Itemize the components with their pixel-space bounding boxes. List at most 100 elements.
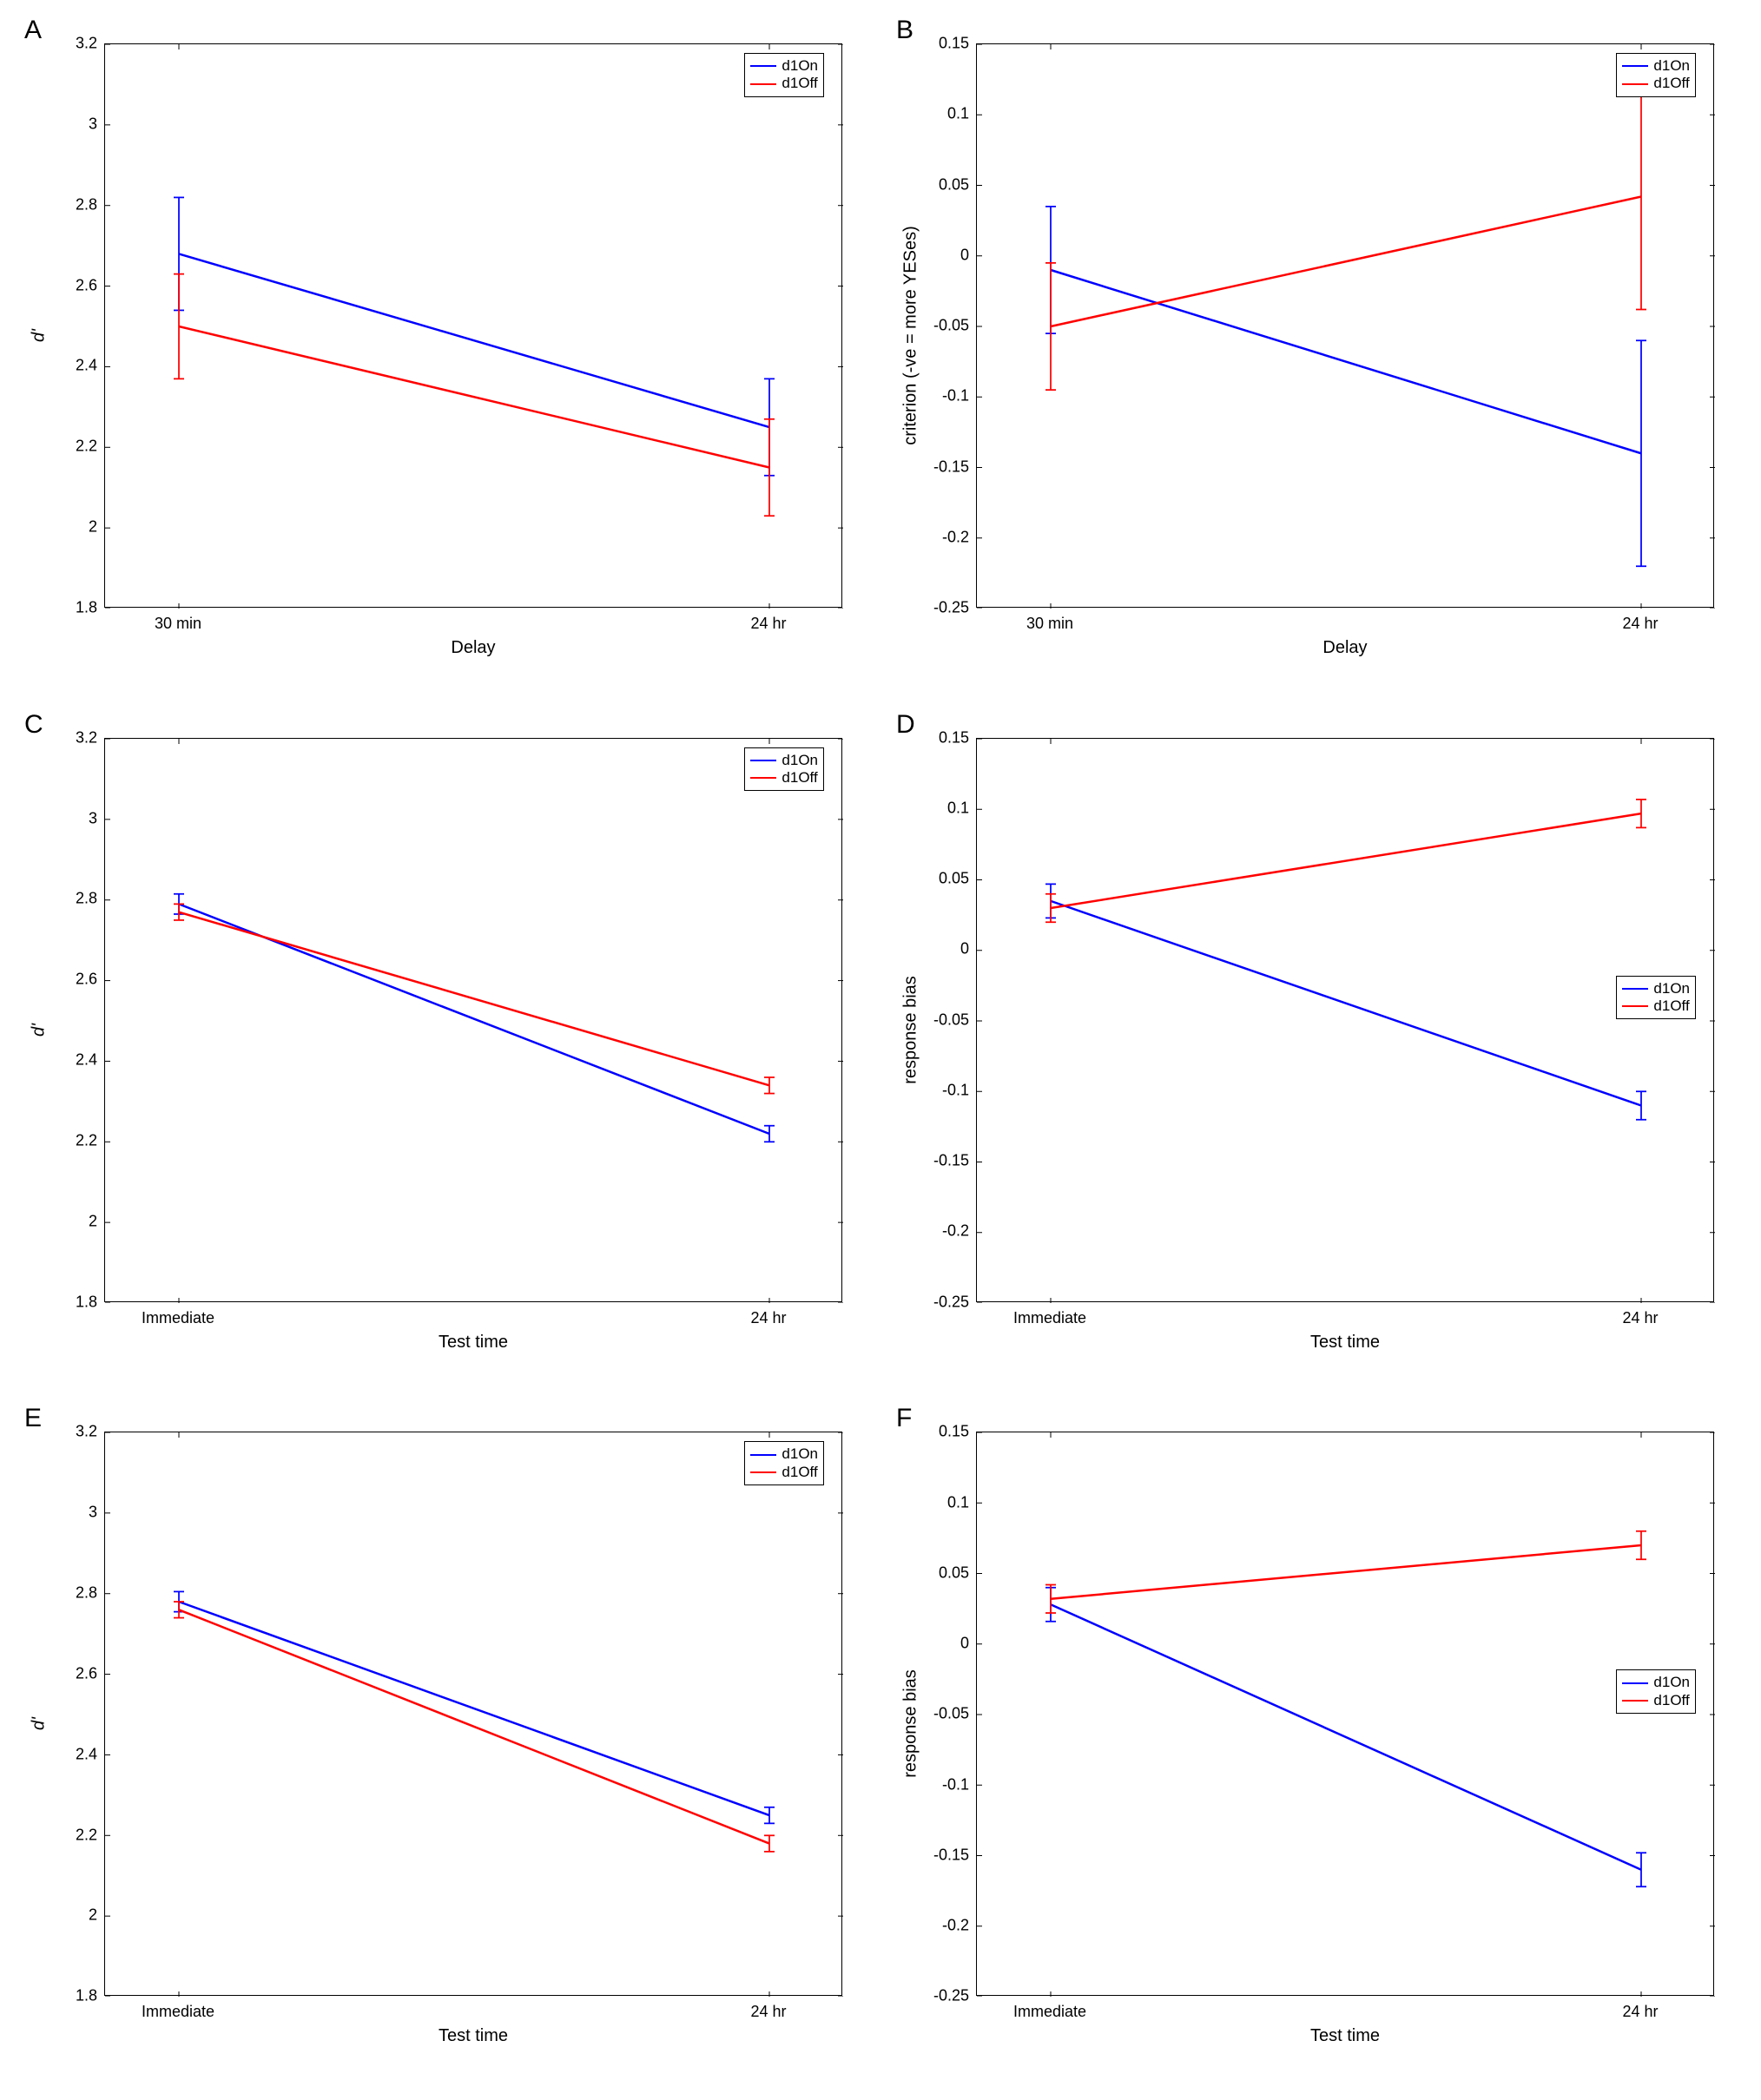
panel-letter: D (896, 710, 915, 740)
y-tick-label: 0.05 (917, 175, 969, 194)
y-tick-label: 1.8 (45, 1293, 97, 1311)
x-axis-label: Test time (104, 2026, 842, 2046)
figure-grid: Ad1Ond1Off1.822.22.42.62.833.230 min24 h… (17, 17, 1744, 2083)
legend-label-series1: d1On (782, 57, 818, 75)
legend: d1Ond1Off (1616, 976, 1696, 1020)
panel-C: Cd1Ond1Off1.822.22.42.62.833.2Immediate2… (17, 712, 868, 1380)
panel-letter: A (24, 16, 42, 45)
x-tick-label: 24 hr (750, 1309, 786, 1327)
panel-F: Fd1Ond1Off-0.25-0.2-0.15-0.1-0.0500.050.… (889, 1405, 1740, 2074)
y-tick-label: 0.15 (917, 1423, 969, 1441)
legend: d1Ond1Off (744, 747, 824, 792)
y-tick-label: 2.4 (45, 1051, 97, 1070)
series2-line (179, 912, 769, 1085)
y-tick-label: -0.05 (917, 317, 969, 335)
y-tick-label: -0.1 (917, 1081, 969, 1099)
y-tick-label: 2.6 (45, 276, 97, 294)
legend-label-series1: d1On (1653, 1674, 1690, 1691)
legend-swatch-series1 (750, 1454, 776, 1456)
y-tick-label: 3.2 (45, 1423, 97, 1441)
plot-svg (105, 1432, 843, 1997)
panel-E: Ed1Ond1Off1.822.22.42.62.833.2Immediate2… (17, 1405, 868, 2074)
series2-line (1051, 197, 1641, 327)
panel-D: Dd1Ond1Off-0.25-0.2-0.15-0.1-0.0500.050.… (889, 712, 1740, 1380)
y-axis-label: criterion (-ve = more YESes) (901, 206, 921, 466)
legend-swatch-series2 (750, 83, 776, 85)
y-tick-label: -0.2 (917, 1917, 969, 1935)
series2-line (1051, 813, 1641, 908)
plot-area: d1Ond1Off (976, 738, 1714, 1302)
x-axis-label: Test time (104, 1333, 842, 1353)
y-tick-label: -0.05 (917, 1705, 969, 1723)
plot-svg (977, 1432, 1715, 1997)
y-tick-label: 2.6 (45, 1664, 97, 1682)
y-axis-label: response bias (901, 899, 921, 1160)
y-tick-label: 0.15 (917, 728, 969, 747)
y-tick-label: -0.15 (917, 1846, 969, 1864)
y-tick-label: 0.1 (917, 1493, 969, 1511)
x-tick-label: 24 hr (750, 615, 786, 633)
y-axis-label: d' (30, 206, 49, 466)
y-tick-label: 3.2 (45, 728, 97, 747)
legend: d1Ond1Off (1616, 1669, 1696, 1714)
y-tick-label: -0.25 (917, 1293, 969, 1311)
y-tick-label: 0 (917, 246, 969, 264)
series2-line (179, 1610, 769, 1844)
x-tick-label: 24 hr (1622, 2003, 1658, 2021)
y-tick-label: 2 (45, 1212, 97, 1230)
series2-line (1051, 1545, 1641, 1599)
plot-svg (977, 739, 1715, 1303)
y-tick-label: -0.2 (917, 1222, 969, 1241)
y-tick-label: 3.2 (45, 35, 97, 53)
legend-label-series2: d1Off (782, 769, 817, 787)
legend-label-series2: d1Off (1653, 997, 1689, 1015)
y-tick-label: 0 (917, 1635, 969, 1653)
series2-line (179, 326, 769, 468)
panel-letter: B (896, 16, 913, 45)
y-tick-label: -0.25 (917, 599, 969, 617)
y-tick-label: -0.1 (917, 387, 969, 405)
x-tick-label: Immediate (142, 2003, 214, 2021)
x-tick-label: 24 hr (1622, 615, 1658, 633)
legend-swatch-series1 (1622, 988, 1648, 990)
y-tick-label: 2 (45, 1906, 97, 1925)
x-axis-label: Test time (976, 2026, 1714, 2046)
y-tick-label: 2 (45, 518, 97, 537)
panel-letter: E (24, 1404, 42, 1433)
panel-letter: F (896, 1404, 912, 1433)
x-tick-label: 24 hr (1622, 1309, 1658, 1327)
y-tick-label: 2.4 (45, 1745, 97, 1763)
x-tick-label: Immediate (1013, 1309, 1086, 1327)
series1-line (179, 253, 769, 427)
plot-area: d1Ond1Off (104, 1432, 842, 1996)
y-tick-label: 2.2 (45, 1131, 97, 1149)
legend-label-series2: d1Off (1653, 75, 1689, 92)
legend-label-series2: d1Off (1653, 1692, 1689, 1709)
x-axis-label: Test time (976, 1333, 1714, 1353)
plot-area: d1Ond1Off (104, 738, 842, 1302)
legend-swatch-series2 (750, 777, 776, 779)
legend: d1Ond1Off (1616, 53, 1696, 97)
series1-line (179, 1602, 769, 1815)
plot-svg (105, 739, 843, 1303)
y-tick-label: -0.1 (917, 1775, 969, 1794)
plot-area: d1Ond1Off (976, 1432, 1714, 1996)
x-tick-label: Immediate (1013, 2003, 1086, 2021)
legend-label-series1: d1On (1653, 57, 1690, 75)
panel-letter: C (24, 710, 43, 740)
y-tick-label: 0.05 (917, 1563, 969, 1582)
series1-line (1051, 1605, 1641, 1871)
legend-swatch-series2 (1622, 1700, 1648, 1702)
legend-label-series1: d1On (782, 752, 818, 769)
plot-svg (105, 44, 843, 609)
series1-line (1051, 270, 1641, 453)
y-tick-label: -0.2 (917, 528, 969, 546)
y-tick-label: 2.2 (45, 438, 97, 456)
x-axis-label: Delay (976, 638, 1714, 658)
x-tick-label: Immediate (142, 1309, 214, 1327)
plot-area: d1Ond1Off (976, 43, 1714, 608)
y-tick-label: 2.4 (45, 357, 97, 375)
x-axis-label: Delay (104, 638, 842, 658)
legend-swatch-series2 (1622, 83, 1648, 85)
legend: d1Ond1Off (744, 53, 824, 97)
